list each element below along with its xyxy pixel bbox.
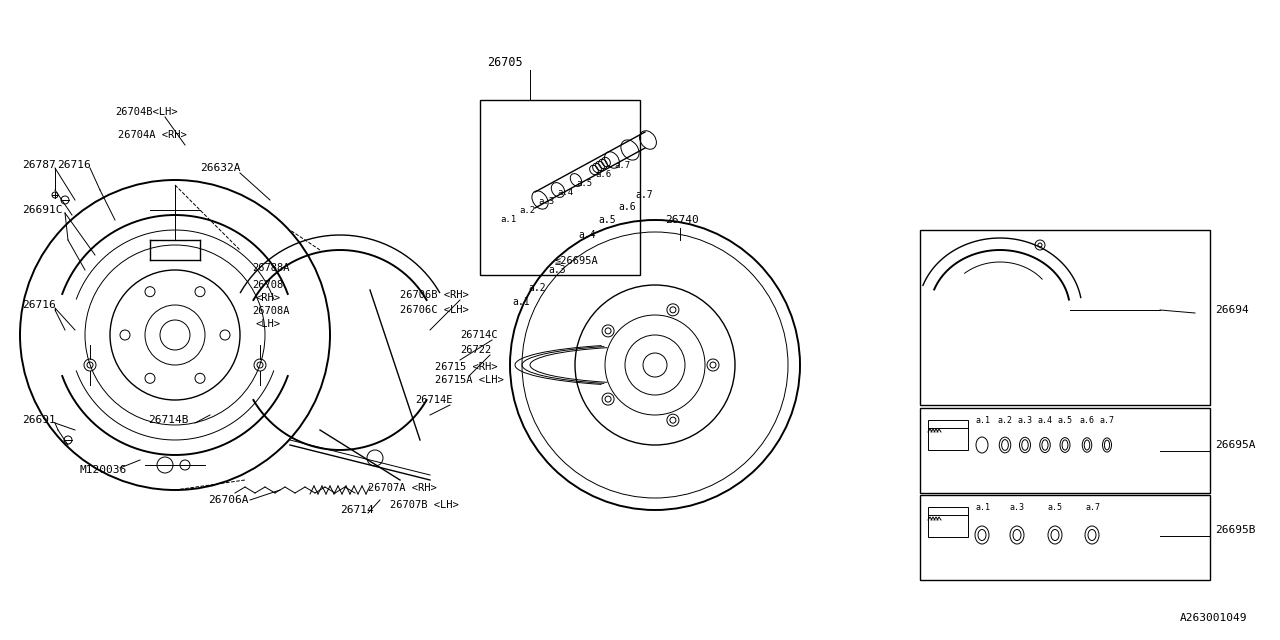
Text: a.3: a.3 [538, 196, 554, 205]
Text: 26716: 26716 [22, 300, 56, 310]
Text: a.6: a.6 [618, 202, 636, 212]
Text: 26706A: 26706A [207, 495, 248, 505]
Text: a.1: a.1 [500, 214, 516, 223]
Text: 26714B: 26714B [148, 415, 188, 425]
Text: M120036: M120036 [79, 465, 127, 475]
Text: 26787: 26787 [22, 160, 56, 170]
Text: 26632A: 26632A [200, 163, 241, 173]
Text: 26714E: 26714E [415, 395, 453, 405]
Bar [928, 507, 968, 537]
Text: a.3: a.3 [1010, 502, 1025, 511]
Text: 26707A <RH>: 26707A <RH> [369, 483, 436, 493]
Text: 26715 <RH>: 26715 <RH> [435, 362, 498, 372]
Text: a.5: a.5 [598, 215, 616, 225]
Text: a.4: a.4 [1038, 415, 1053, 424]
Text: 26740: 26740 [666, 215, 699, 225]
Text: 26716: 26716 [58, 160, 91, 170]
Bar [928, 420, 968, 450]
Bar [920, 495, 1210, 580]
Text: a.3: a.3 [548, 265, 566, 275]
Text: a.4: a.4 [579, 230, 595, 240]
Text: A263001049: A263001049 [1180, 613, 1248, 623]
Text: a.7: a.7 [635, 190, 653, 200]
Text: 26707B <LH>: 26707B <LH> [390, 500, 458, 510]
Text: 26714C: 26714C [460, 330, 498, 340]
Text: 26708A: 26708A [252, 306, 289, 316]
Text: a.7: a.7 [1100, 415, 1115, 424]
Text: a.6: a.6 [595, 170, 611, 179]
Text: 26788A: 26788A [252, 263, 289, 273]
Text: 26706C <LH>: 26706C <LH> [399, 305, 468, 315]
Text: ≦26695A: ≦26695A [556, 255, 599, 265]
Text: 26722: 26722 [460, 345, 492, 355]
Text: 26706B <RH>: 26706B <RH> [399, 290, 468, 300]
Text: a.6: a.6 [1080, 415, 1094, 424]
Text: a.5: a.5 [1059, 415, 1073, 424]
Text: 26704B<LH>: 26704B<LH> [115, 107, 178, 117]
Text: a.5: a.5 [576, 179, 593, 188]
Text: 26714: 26714 [340, 505, 374, 515]
Bar [920, 408, 1210, 493]
Text: 26691C: 26691C [22, 205, 63, 215]
Text: <RH>: <RH> [255, 293, 280, 303]
Text: 26695A: 26695A [1215, 440, 1256, 450]
Text: 26715A <LH>: 26715A <LH> [435, 375, 504, 385]
Text: 26695B: 26695B [1215, 525, 1256, 535]
Text: a.1: a.1 [512, 297, 530, 307]
Text: 26694: 26694 [1215, 305, 1249, 315]
Text: 26704A <RH>: 26704A <RH> [118, 130, 187, 140]
Text: a.1: a.1 [975, 415, 989, 424]
Text: a.2: a.2 [998, 415, 1012, 424]
Text: a.7: a.7 [1085, 502, 1100, 511]
Text: 26705: 26705 [486, 56, 522, 68]
Text: a.5: a.5 [1048, 502, 1062, 511]
Text: <LH>: <LH> [255, 319, 280, 329]
Bar [920, 230, 1210, 405]
Text: a.4: a.4 [557, 188, 573, 196]
Text: a.2: a.2 [529, 283, 545, 293]
Text: a.3: a.3 [1018, 415, 1033, 424]
Text: 26691: 26691 [22, 415, 56, 425]
Bar [480, 100, 640, 275]
Text: a.7: a.7 [614, 161, 630, 170]
Text: 26708: 26708 [252, 280, 283, 290]
Text: a.2: a.2 [518, 205, 535, 214]
Text: a.1: a.1 [975, 502, 989, 511]
